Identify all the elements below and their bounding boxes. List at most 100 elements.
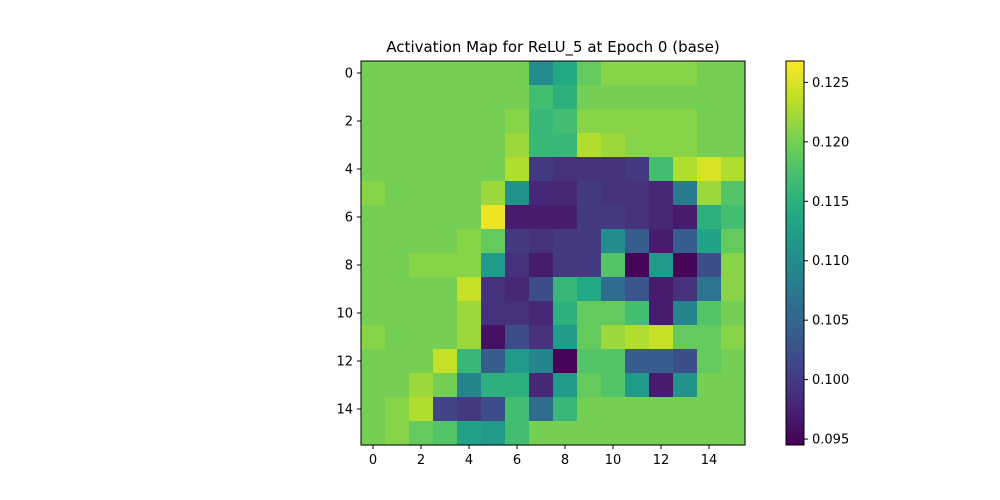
- heatmap-cell: [721, 85, 746, 110]
- heatmap-cell: [577, 205, 602, 230]
- heatmap-cell: [553, 229, 578, 254]
- heatmap-cell: [433, 397, 458, 422]
- heatmap-cell: [721, 205, 746, 230]
- heatmap-cell: [649, 85, 674, 110]
- heatmap-cell: [505, 85, 530, 110]
- heatmap-cell: [553, 421, 578, 446]
- heatmap-cell: [697, 85, 722, 110]
- heatmap-cell: [481, 133, 506, 158]
- heatmap-cell: [433, 253, 458, 278]
- heatmap-cell: [601, 373, 626, 398]
- heatmap-cell: [457, 349, 482, 374]
- heatmap-cell: [673, 373, 698, 398]
- heatmap-cell: [553, 253, 578, 278]
- heatmap-cell: [625, 181, 650, 206]
- heatmap-cell: [673, 277, 698, 302]
- heatmap-cell: [505, 181, 530, 206]
- heatmap-cell: [553, 157, 578, 182]
- heatmap-cell: [721, 133, 746, 158]
- heatmap-cell: [553, 109, 578, 134]
- colorbar-tick-label: 0.115: [812, 195, 849, 210]
- heatmap-cell: [409, 253, 434, 278]
- heatmap-cell: [649, 181, 674, 206]
- colorbar-tick-label: 0.120: [812, 135, 849, 150]
- heatmap-cell: [625, 277, 650, 302]
- heatmap-cell: [385, 133, 410, 158]
- heatmap-cell: [721, 109, 746, 134]
- heatmap-cell: [529, 373, 554, 398]
- heatmap-cell: [601, 229, 626, 254]
- heatmap-cell: [625, 133, 650, 158]
- heatmap-cell: [625, 397, 650, 422]
- heatmap-cell: [673, 205, 698, 230]
- heatmap-cell: [433, 373, 458, 398]
- heatmap-cell: [529, 325, 554, 350]
- heatmap-cell: [433, 109, 458, 134]
- colorbar-frame: [785, 60, 805, 446]
- heatmap-cell: [481, 85, 506, 110]
- heatmap-cell: [721, 181, 746, 206]
- heatmap-cell: [529, 277, 554, 302]
- heatmap-cell: [601, 181, 626, 206]
- heatmap-cell: [361, 253, 386, 278]
- heatmap-cell: [601, 61, 626, 86]
- heatmap-cell: [577, 397, 602, 422]
- heatmap-cell: [577, 349, 602, 374]
- heatmap-cell: [577, 109, 602, 134]
- heatmap-cell: [721, 253, 746, 278]
- heatmap-cell: [625, 61, 650, 86]
- heatmap-cell: [697, 205, 722, 230]
- heatmap-cell: [649, 301, 674, 326]
- heatmap-cell: [553, 301, 578, 326]
- heatmap-cell: [721, 373, 746, 398]
- heatmap-cell: [553, 85, 578, 110]
- heatmap-cell: [409, 205, 434, 230]
- x-tick-label: 12: [653, 453, 670, 468]
- heatmap-cell: [721, 325, 746, 350]
- heatmap-cell: [529, 229, 554, 254]
- heatmap-cell: [649, 205, 674, 230]
- heatmap-cell: [577, 157, 602, 182]
- heatmap-cell: [433, 277, 458, 302]
- heatmap-cell: [697, 181, 722, 206]
- heatmap-cell: [529, 301, 554, 326]
- heatmap-cell: [529, 61, 554, 86]
- heatmap-cell: [649, 421, 674, 446]
- heatmap-cell: [697, 229, 722, 254]
- heatmap-cell: [601, 301, 626, 326]
- heatmap-cell: [409, 421, 434, 446]
- heatmap-cell: [505, 277, 530, 302]
- heatmap-cell: [433, 205, 458, 230]
- heatmap-cell: [385, 229, 410, 254]
- heatmap-cell: [457, 301, 482, 326]
- heatmap-cell: [697, 325, 722, 350]
- heatmap-cell: [385, 277, 410, 302]
- heatmap-cell: [385, 373, 410, 398]
- heatmap-cell: [457, 61, 482, 86]
- colorbar: [786, 61, 804, 445]
- heatmap-cell: [673, 253, 698, 278]
- heatmap-cell: [625, 109, 650, 134]
- heatmap-cell: [505, 157, 530, 182]
- heatmap-cell: [529, 133, 554, 158]
- heatmap-cell: [361, 157, 386, 182]
- heatmap-cell: [625, 349, 650, 374]
- heatmap-cell: [649, 277, 674, 302]
- heatmap-cell: [457, 133, 482, 158]
- heatmap-cell: [409, 397, 434, 422]
- heatmap-cell: [529, 349, 554, 374]
- heatmap-cell: [601, 253, 626, 278]
- heatmap-cell: [409, 181, 434, 206]
- heatmap-cell: [505, 133, 530, 158]
- heatmap-cell: [697, 349, 722, 374]
- colorbar-tick-label: 0.125: [812, 76, 849, 91]
- heatmap-cell: [505, 349, 530, 374]
- heatmap-cell: [721, 277, 746, 302]
- heatmap-cell: [625, 157, 650, 182]
- heatmap-cell: [385, 325, 410, 350]
- heatmap-cell: [553, 181, 578, 206]
- heatmap-cell: [577, 421, 602, 446]
- heatmap-cell: [505, 325, 530, 350]
- heatmap-cell: [385, 61, 410, 86]
- y-tick-label: 10: [336, 307, 353, 322]
